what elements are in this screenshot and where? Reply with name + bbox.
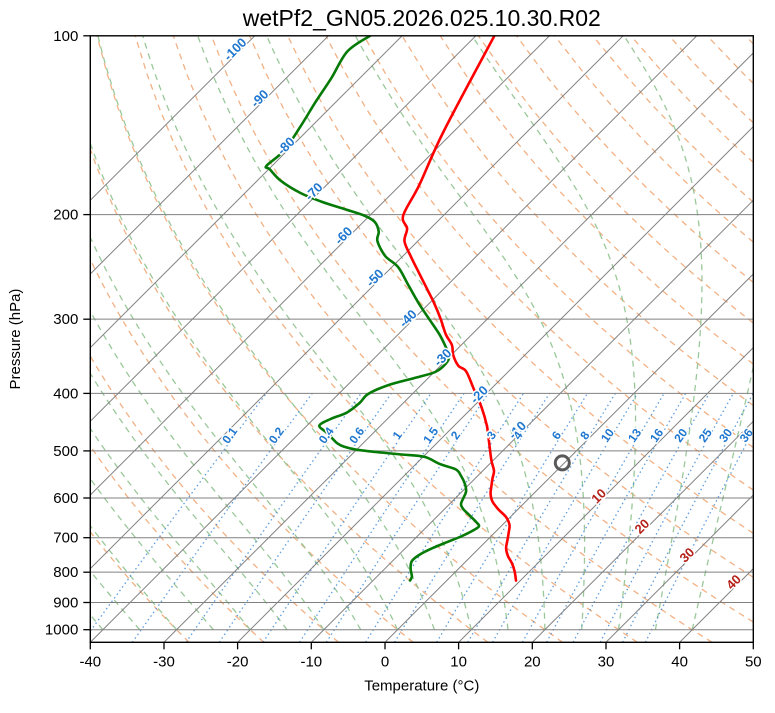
svg-text:600: 600	[53, 490, 78, 507]
svg-text:800: 800	[53, 564, 78, 581]
svg-text:Temperature (°C): Temperature (°C)	[364, 677, 479, 694]
svg-text:-40: -40	[79, 653, 101, 670]
svg-text:10: 10	[450, 653, 467, 670]
svg-text:100: 100	[53, 28, 78, 45]
svg-text:400: 400	[53, 385, 78, 402]
svg-text:-30: -30	[153, 653, 175, 670]
svg-text:300: 300	[53, 311, 78, 328]
svg-text:200: 200	[53, 207, 78, 224]
svg-text:0: 0	[381, 653, 389, 670]
svg-text:wetPf2_GN05.2026.025.10.30.R02: wetPf2_GN05.2026.025.10.30.R02	[242, 5, 601, 31]
svg-text:1000: 1000	[45, 622, 78, 639]
svg-text:-10: -10	[300, 653, 322, 670]
svg-text:Pressure (hPa): Pressure (hPa)	[7, 289, 24, 390]
svg-text:30: 30	[598, 653, 615, 670]
svg-text:700: 700	[53, 530, 78, 547]
svg-text:20: 20	[524, 653, 541, 670]
svg-text:-20: -20	[227, 653, 249, 670]
svg-text:900: 900	[53, 595, 78, 612]
svg-text:40: 40	[671, 653, 688, 670]
svg-text:50: 50	[745, 653, 762, 670]
svg-text:500: 500	[53, 443, 78, 460]
